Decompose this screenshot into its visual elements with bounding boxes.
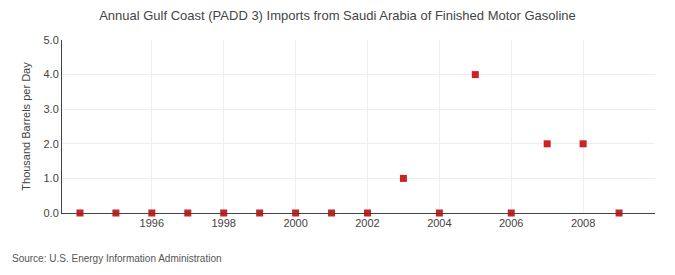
svg-text:3.0: 3.0 — [44, 103, 59, 115]
svg-text:2004: 2004 — [427, 217, 451, 229]
svg-text:4.0: 4.0 — [44, 68, 59, 80]
svg-text:1.0: 1.0 — [44, 172, 59, 184]
svg-text:Annual Gulf Coast (PADD 3) Imp: Annual Gulf Coast (PADD 3) Imports from … — [99, 8, 576, 23]
svg-text:2002: 2002 — [355, 217, 379, 229]
svg-text:Thousand Barrels per Day: Thousand Barrels per Day — [20, 62, 32, 191]
svg-text:5.0: 5.0 — [44, 34, 59, 46]
svg-text:1998: 1998 — [211, 217, 235, 229]
svg-text:2000: 2000 — [283, 217, 307, 229]
svg-text:2006: 2006 — [499, 217, 523, 229]
svg-text:0.0: 0.0 — [44, 207, 59, 219]
svg-text:2008: 2008 — [571, 217, 595, 229]
svg-text:1996: 1996 — [140, 217, 164, 229]
svg-text:Source: U.S. Energy Informatio: Source: U.S. Energy Information Administ… — [12, 253, 222, 264]
svg-text:2.0: 2.0 — [44, 138, 59, 150]
